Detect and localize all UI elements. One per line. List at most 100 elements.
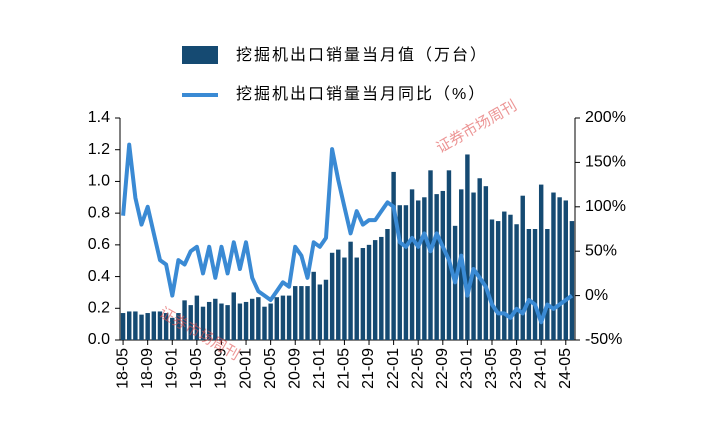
x-tick-label: 21-01 bbox=[311, 348, 328, 389]
bar bbox=[188, 305, 193, 340]
bar bbox=[243, 301, 249, 340]
bar bbox=[139, 314, 144, 340]
bar bbox=[545, 229, 550, 340]
y2-tick-label: 150% bbox=[585, 154, 626, 171]
bar bbox=[120, 313, 126, 340]
bar bbox=[465, 154, 470, 340]
bar bbox=[569, 221, 575, 340]
bar bbox=[434, 194, 439, 340]
bar bbox=[538, 184, 544, 340]
bar bbox=[428, 170, 433, 340]
y-tick-label: 0.2 bbox=[88, 300, 110, 317]
x-tick-label: 21-05 bbox=[336, 348, 353, 389]
bar bbox=[397, 205, 402, 340]
bar bbox=[440, 190, 446, 340]
x-tick-label: 20-01 bbox=[237, 348, 254, 389]
bar bbox=[379, 236, 384, 340]
y-tick-label: 1.0 bbox=[88, 173, 110, 190]
y-tick-label: 1.4 bbox=[88, 109, 110, 126]
x-tick-label: 24-01 bbox=[532, 348, 549, 389]
bar bbox=[151, 311, 157, 340]
x-tick-label: 22-05 bbox=[409, 348, 426, 389]
bar bbox=[403, 205, 409, 340]
bar bbox=[176, 313, 181, 340]
x-tick-label: 22-01 bbox=[385, 348, 402, 389]
x-tick-label: 19-09 bbox=[213, 348, 230, 389]
x-tick-label: 23-01 bbox=[459, 348, 476, 389]
bar bbox=[274, 297, 280, 340]
y-tick-label: 0.6 bbox=[88, 236, 110, 253]
bar bbox=[305, 286, 310, 340]
bar bbox=[354, 257, 359, 340]
bar bbox=[563, 200, 568, 340]
y-tick-label: 0.4 bbox=[88, 268, 110, 285]
bar bbox=[256, 297, 261, 340]
bar bbox=[280, 295, 286, 340]
x-tick-label: 18-05 bbox=[114, 348, 131, 389]
bar bbox=[422, 197, 427, 340]
bar bbox=[348, 241, 353, 340]
bar bbox=[336, 249, 341, 340]
bar bbox=[170, 317, 175, 340]
bar bbox=[163, 313, 169, 340]
bar bbox=[133, 311, 138, 340]
bar bbox=[262, 306, 267, 340]
bar bbox=[127, 311, 132, 340]
x-tick-label: 20-05 bbox=[262, 348, 279, 389]
bar bbox=[293, 286, 298, 340]
y2-tick-label: 50% bbox=[585, 242, 617, 259]
x-tick-label: 18-09 bbox=[139, 348, 156, 389]
x-tick-label: 20-09 bbox=[286, 348, 303, 389]
bar bbox=[249, 298, 255, 340]
bar bbox=[520, 195, 525, 340]
y-tick-label: 0.0 bbox=[88, 331, 110, 348]
bar bbox=[231, 292, 236, 340]
bar bbox=[471, 192, 476, 340]
bar bbox=[360, 248, 366, 340]
bar bbox=[409, 189, 415, 340]
x-tick-label: 19-01 bbox=[163, 348, 180, 389]
legend-label: 挖掘机出口销量当月值（万台） bbox=[236, 46, 488, 64]
y2-tick-label: 200% bbox=[585, 109, 626, 126]
x-tick-label: 23-05 bbox=[483, 348, 500, 389]
bar bbox=[206, 301, 212, 340]
x-tick-label: 22-09 bbox=[434, 348, 451, 389]
bar bbox=[182, 300, 187, 340]
bar bbox=[557, 197, 562, 340]
bar bbox=[366, 244, 372, 340]
bar bbox=[372, 240, 378, 340]
bar bbox=[286, 295, 292, 340]
y2-tick-label: 100% bbox=[585, 198, 626, 215]
bar bbox=[508, 214, 513, 340]
y-tick-label: 0.8 bbox=[88, 204, 110, 221]
bar bbox=[157, 311, 163, 340]
bar bbox=[329, 252, 335, 340]
x-tick-label: 24-05 bbox=[557, 348, 574, 389]
bar bbox=[317, 284, 323, 340]
bar bbox=[219, 303, 224, 340]
bar bbox=[483, 186, 489, 340]
bar bbox=[268, 303, 273, 340]
bar bbox=[311, 271, 316, 340]
watermark: 证券市场周刊 bbox=[433, 97, 519, 157]
bar bbox=[200, 306, 206, 340]
bar bbox=[526, 229, 532, 340]
bar bbox=[477, 178, 482, 340]
bar bbox=[145, 313, 150, 340]
bar bbox=[323, 279, 329, 340]
bar bbox=[391, 171, 396, 340]
bar bbox=[213, 298, 218, 340]
bar bbox=[385, 229, 390, 340]
line bbox=[121, 142, 574, 325]
y2-tick-label: 0% bbox=[585, 287, 608, 304]
bar bbox=[299, 286, 304, 340]
legend-swatch-bar bbox=[182, 46, 218, 64]
x-tick-label: 19-05 bbox=[188, 348, 205, 389]
bar bbox=[514, 224, 519, 340]
legend-label: 挖掘机出口销量当月同比（%） bbox=[236, 85, 486, 103]
y-tick-label: 1.2 bbox=[88, 141, 110, 158]
bar bbox=[415, 200, 421, 340]
bar bbox=[446, 170, 452, 340]
bar bbox=[532, 229, 538, 340]
